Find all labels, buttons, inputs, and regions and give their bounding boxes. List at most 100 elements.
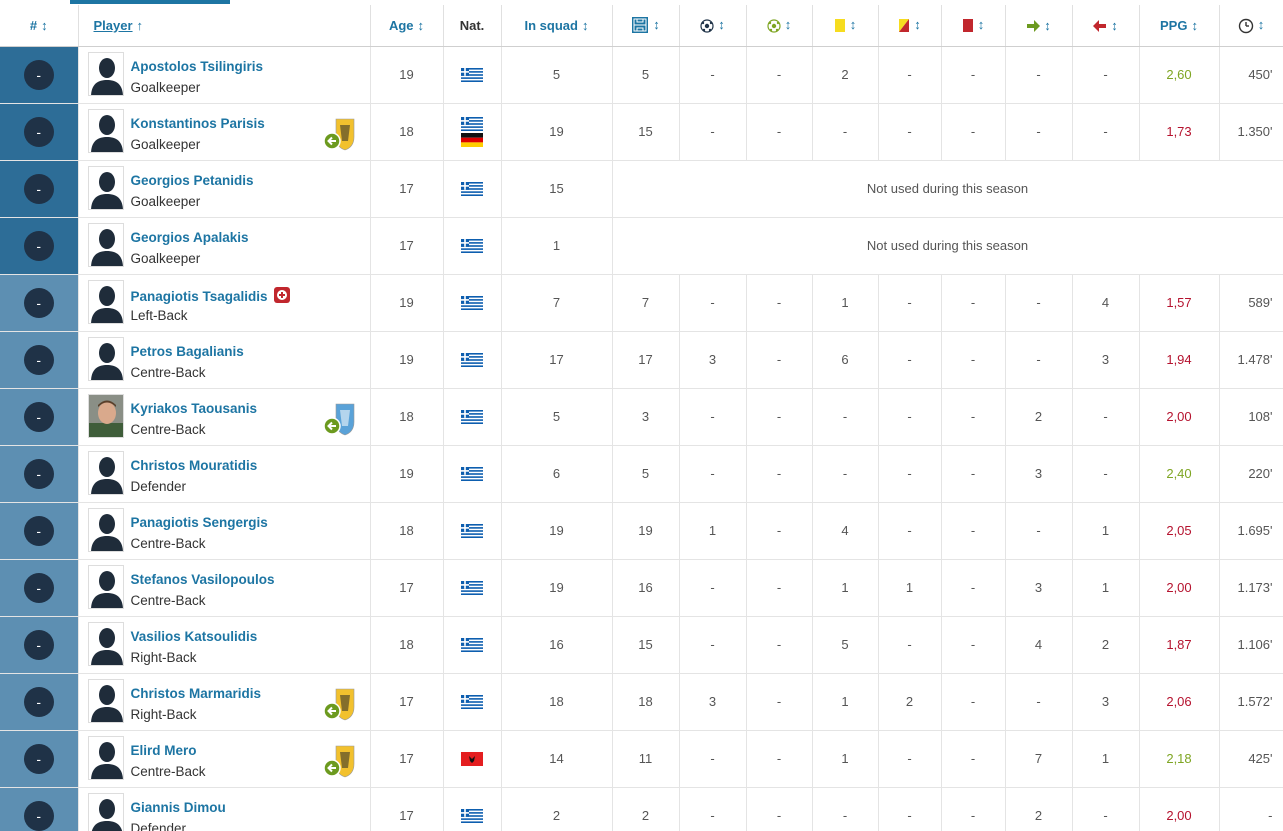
player-name-link[interactable]: Panagiotis Tsagalidis <box>130 288 268 304</box>
in-squad-cell: 17 <box>501 331 613 389</box>
nationality-cell <box>443 217 502 275</box>
nationality-cell <box>443 730 502 788</box>
yellow-cards-cell: 1 <box>812 274 879 332</box>
shirt-number-badge: - <box>23 116 54 147</box>
appearances-icon <box>632 17 649 34</box>
player-position: Goalkeeper <box>130 250 201 266</box>
player-name-link[interactable]: Christos Marmaridis <box>130 685 262 701</box>
player-position: Centre-Back <box>130 421 206 437</box>
player-position: Defender <box>130 478 187 494</box>
sort-icon: ↕ <box>653 16 660 32</box>
ppg-cell: 2,18 <box>1139 730 1220 788</box>
ppg-cell: 2,06 <box>1139 673 1220 731</box>
player-photo[interactable] <box>87 735 124 780</box>
player-photo[interactable] <box>87 51 124 96</box>
player-photo[interactable] <box>87 621 124 666</box>
appearances-cell: 7 <box>612 274 680 332</box>
flag-greece-icon <box>461 638 483 653</box>
yellow-crest-icon[interactable] <box>322 687 358 721</box>
player-photo[interactable] <box>87 393 124 438</box>
yellow-cards-cell: - <box>812 388 879 446</box>
shirt-number-cell: - <box>0 616 79 674</box>
age-cell: 19 <box>370 46 444 104</box>
goals-cell: 3 <box>679 673 747 731</box>
yellow-cards-cell: 4 <box>812 502 879 560</box>
player-photo[interactable] <box>87 222 124 267</box>
player-cell: Stefanos Vasilopoulos Centre-Back <box>78 559 371 617</box>
shirt-number-cell: - <box>0 388 79 446</box>
top-border <box>0 0 1283 4</box>
col-minutes-header[interactable]: ↕ <box>1219 5 1283 47</box>
player-name-link[interactable]: Petros Bagalianis <box>130 343 244 359</box>
col-age-header[interactable]: Age ↕ <box>370 5 444 47</box>
player-photo[interactable] <box>87 678 124 723</box>
player-name-link[interactable]: Apostolos Tsilingiris <box>130 58 264 74</box>
player-name-link[interactable]: Kyriakos Taousanis <box>130 400 258 416</box>
appearances-cell: 5 <box>612 445 680 503</box>
player-photo[interactable] <box>87 279 124 324</box>
sort-icon: ↕ <box>417 17 425 33</box>
yellow-cards-cell: 2 <box>812 46 879 104</box>
table-row: - Georgios Petanidis Goalkeeper 17 15 Not use… <box>0 160 1283 218</box>
shirt-number-cell: - <box>0 160 79 218</box>
age-cell: 17 <box>370 217 444 275</box>
player-name-link[interactable]: Vasilios Katsoulidis <box>130 628 258 644</box>
player-position: Goalkeeper <box>130 193 201 209</box>
table-row: - Georgios Apalakis Goalkeeper 17 1 Not used … <box>0 217 1283 275</box>
table-header-row: # ↕ Player ↑ Age ↕ Nat. In squad ↕ ↕ ↕ ↕ ↕ ↕… <box>0 5 1283 47</box>
player-position: Centre-Back <box>130 364 206 380</box>
player-name-link[interactable]: Elird Mero <box>130 742 197 758</box>
col-sub-on-header[interactable]: ↕ <box>1005 5 1073 47</box>
red-cards-cell: - <box>941 559 1006 617</box>
player-name-link[interactable]: Konstantinos Parisis <box>130 115 265 131</box>
assists-cell: - <box>746 388 813 446</box>
flag-greece-icon <box>461 239 483 254</box>
player-name-link[interactable]: Georgios Petanidis <box>130 172 254 188</box>
col-player-header[interactable]: Player ↑ <box>78 5 371 47</box>
yellow-cards-cell: 1 <box>812 730 879 788</box>
col-apps-header[interactable]: ↕ <box>612 5 680 47</box>
flag-greece-icon <box>461 467 483 482</box>
age-cell: 19 <box>370 445 444 503</box>
player-name-link[interactable]: Georgios Apalakis <box>130 229 249 245</box>
in-squad-cell: 19 <box>501 559 613 617</box>
col-second-yellow-header[interactable]: ↕ <box>878 5 942 47</box>
goals-cell: - <box>679 787 747 831</box>
yellow-crest-icon[interactable] <box>322 117 358 151</box>
col-ppg-header[interactable]: PPG ↕ <box>1139 5 1220 47</box>
player-name-link[interactable]: Panagiotis Sengergis <box>130 514 268 530</box>
player-photo[interactable] <box>87 336 124 381</box>
col-num-header[interactable]: # ↕ <box>0 5 79 47</box>
col-sub-off-header[interactable]: ↕ <box>1072 5 1140 47</box>
blue-crest-icon[interactable] <box>322 402 358 436</box>
player-photo[interactable] <box>87 450 124 495</box>
col-red-header[interactable]: ↕ <box>941 5 1006 47</box>
col-yellow-header[interactable]: ↕ <box>812 5 879 47</box>
player-name-link[interactable]: Stefanos Vasilopoulos <box>130 571 275 587</box>
red-cards-cell: - <box>941 673 1006 731</box>
col-goals-header[interactable]: ↕ <box>679 5 747 47</box>
yellow-cards-cell: 6 <box>812 331 879 389</box>
subbed-off-cell: 2 <box>1072 616 1140 674</box>
ppg-cell: 2,40 <box>1139 445 1220 503</box>
nationality-cell <box>443 445 502 503</box>
player-photo[interactable] <box>87 564 124 609</box>
player-photo[interactable] <box>87 507 124 552</box>
col-squad-header[interactable]: In squad ↕ <box>501 5 613 47</box>
minutes-clock-icon <box>1238 18 1253 33</box>
player-name-link[interactable]: Giannis Dimou <box>130 799 226 815</box>
player-photo[interactable] <box>87 792 124 831</box>
player-photo[interactable] <box>87 165 124 210</box>
active-tab-indicator <box>70 0 230 4</box>
goals-icon <box>700 19 714 33</box>
player-photo[interactable] <box>87 108 124 153</box>
goals-cell: - <box>679 445 747 503</box>
shirt-number-cell: - <box>0 730 79 788</box>
in-squad-cell: 14 <box>501 730 613 788</box>
injury-icon[interactable] <box>273 286 290 303</box>
col-assists-header[interactable]: ↕ <box>746 5 813 47</box>
flag-greece-icon <box>461 695 483 710</box>
player-name-link[interactable]: Christos Mouratidis <box>130 457 258 473</box>
player-cell: Kyriakos Taousanis Centre-Back <box>78 388 371 446</box>
yellow-crest-icon[interactable] <box>322 744 358 778</box>
